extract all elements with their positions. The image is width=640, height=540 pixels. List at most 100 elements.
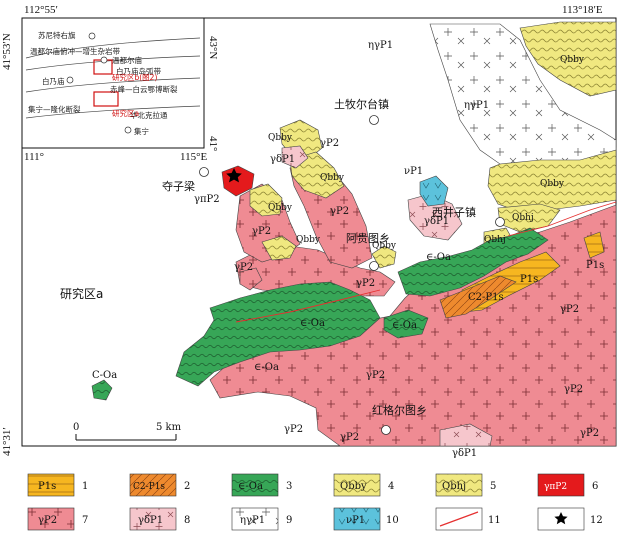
unit-label-gp2-1: γP2 bbox=[320, 138, 339, 149]
unit-c2p1s bbox=[439, 275, 517, 319]
label-aguitu: 阿贵图乡 bbox=[346, 232, 390, 245]
inset-label-north-china-craton: 华北克拉通 bbox=[130, 110, 168, 120]
legend-label-2: C2-P1s bbox=[133, 482, 165, 492]
inset-study-b-label: 研究区b(图2) bbox=[112, 72, 157, 82]
scale-five: 5 km bbox=[156, 422, 182, 433]
legend-label-3: ∈-Oa bbox=[238, 481, 263, 492]
inset-town-jining: 集宁 bbox=[134, 126, 149, 136]
unit-label-gp2-8: γP2 bbox=[340, 432, 359, 443]
geology-layer bbox=[91, 21, 617, 447]
inset-town-wenduermiao: 温都尔庙 bbox=[112, 55, 142, 65]
legend-labels: P1s 1 C2-P1s 2 ∈-Oa 3 Qbby 4 Qbhj 5 γπP2… bbox=[38, 481, 603, 526]
unit-ngp1-east bbox=[429, 23, 617, 165]
legend-num-2: 2 bbox=[184, 481, 190, 492]
legend-label-1: P1s bbox=[38, 481, 56, 492]
label-study-a: 研究区a bbox=[60, 286, 103, 301]
scale-labels: 0 5 km bbox=[73, 422, 182, 433]
place-labels: 土牧尔台镇 夺子梁 西井子镇 阿贵图乡 红格尔图乡 研究区a bbox=[60, 97, 476, 417]
unit-labels: Qbby Qbby Qbby Qbby Qbby Qbby Qbby Qbhj … bbox=[92, 40, 604, 459]
unit-label-c2p1s: C2-P1s bbox=[468, 292, 504, 303]
coord-top-right: 113°18′E bbox=[562, 4, 603, 16]
unit-label-co-1: ∈-Oa bbox=[300, 318, 325, 329]
unit-qbby-top bbox=[519, 21, 617, 97]
legend-label-6: γπP2 bbox=[544, 482, 567, 492]
unit-qbby-mid bbox=[261, 235, 297, 261]
coord-left-top: 41°53′N bbox=[1, 33, 13, 70]
legend-label-8: γδP1 bbox=[138, 515, 163, 526]
study-star bbox=[226, 168, 242, 183]
unit-label-qbby-7: Qbby bbox=[540, 179, 565, 189]
unit-label-gdp1-3: γδP1 bbox=[452, 448, 477, 459]
unit-label-qbby-2: Qbby bbox=[320, 173, 345, 183]
unit-label-gp2-7: γP2 bbox=[366, 370, 385, 381]
unit-vp1 bbox=[419, 175, 449, 207]
unit-label-qbby-6: Qbby bbox=[560, 55, 585, 65]
unit-label-p1s: P1s bbox=[520, 274, 538, 285]
coord-top-left: 112°55′ bbox=[24, 4, 58, 16]
unit-label-qbby-5: Qbby bbox=[372, 241, 397, 251]
unit-label-vp1: νP1 bbox=[404, 166, 423, 177]
unit-qbby-north2 bbox=[289, 151, 345, 199]
unit-label-gdp1-2: γδP1 bbox=[424, 216, 449, 227]
unit-gdp1-north bbox=[281, 145, 309, 169]
unit-label-gp2-9: γP2 bbox=[580, 428, 599, 439]
legend-label-5: Qbhj bbox=[442, 481, 466, 492]
legend-num-8: 8 bbox=[184, 515, 190, 526]
legend-label-4: Qbby bbox=[340, 481, 367, 492]
unit-label-gp2-4: γP2 bbox=[234, 262, 253, 273]
inset-label-wendu-belt: 温都尔庙俯冲—增生杂岩带 bbox=[30, 46, 120, 56]
unit-gdp1-south bbox=[439, 423, 493, 447]
unit-label-qbby-3: Qbby bbox=[268, 203, 293, 213]
inset-town-bainaimiao: 白乃庙 bbox=[42, 76, 65, 86]
inset-study-a-box bbox=[93, 91, 119, 107]
unit-label-p1s-ne: P1s bbox=[586, 260, 604, 271]
unit-gp2-west-small bbox=[239, 267, 263, 291]
legend-num-7: 7 bbox=[82, 515, 88, 526]
unit-co-west bbox=[91, 379, 113, 401]
unit-label-gp2-10: γP2 bbox=[284, 424, 303, 435]
label-tumuertai: 土牧尔台镇 bbox=[334, 97, 389, 111]
unit-label-gp2-5: γP2 bbox=[356, 278, 375, 289]
coord-left-bottom: 41°31′ bbox=[1, 427, 13, 456]
fault-line-1 bbox=[235, 289, 381, 323]
unit-label-co-2: ∈-Oa bbox=[254, 362, 279, 373]
inset-tick-right: 115°E bbox=[180, 151, 207, 163]
legend-num-11: 11 bbox=[488, 515, 501, 526]
unit-label-gp2-2: γP2 bbox=[330, 206, 349, 217]
unit-co-small bbox=[383, 309, 429, 339]
coord-right-top: 43°N bbox=[207, 36, 219, 59]
coordinate-labels: 112°55′ 113°18′E 41°53′N 41°31′ 43°N bbox=[1, 4, 603, 456]
legend-num-1: 1 bbox=[82, 481, 88, 492]
unit-p1s-ne bbox=[583, 231, 605, 259]
unit-label-gpp2: γπP2 bbox=[194, 194, 220, 205]
unit-label-qbhj-2: Qbhj bbox=[484, 235, 506, 245]
legend-label-9: ηγP1 bbox=[240, 515, 265, 526]
legend-num-12: 12 bbox=[590, 515, 603, 526]
unit-co-main bbox=[175, 281, 381, 387]
label-honggeertu: 红格尔图乡 bbox=[372, 403, 427, 417]
unit-co-east bbox=[397, 227, 549, 297]
legend-num-10: 10 bbox=[386, 515, 399, 526]
unit-label-gdp1-1: γδP1 bbox=[270, 154, 295, 165]
unit-label-ngp1-2: ηγP1 bbox=[464, 100, 489, 111]
legend-num-4: 4 bbox=[388, 481, 394, 492]
unit-label-co-4: ∈-Oa bbox=[426, 252, 451, 263]
inset-map bbox=[21, 17, 205, 149]
unit-label-ngp1-1: ηγP1 bbox=[368, 40, 393, 51]
legend-num-9: 9 bbox=[286, 515, 292, 526]
unit-qbby-nw bbox=[249, 183, 283, 217]
inset-label-bainaimiao-arc: 白乃庙岛弧带 bbox=[116, 66, 161, 76]
unit-label-co-3: ∈-Oa bbox=[392, 320, 417, 331]
label-duoziliang: 夺子梁 bbox=[162, 179, 195, 193]
inset-tick-left: 111° bbox=[24, 151, 44, 163]
inset-study-a-label: 研究区a bbox=[112, 108, 139, 118]
inset-label-jining-fault: 集宁—隆化断裂 bbox=[28, 104, 81, 114]
unit-label-gp2-3: γP2 bbox=[252, 226, 271, 237]
legend bbox=[27, 473, 585, 531]
unit-label-gp2-11: γP2 bbox=[564, 384, 583, 395]
inset-label-sunite: 苏尼特右旗 bbox=[38, 30, 76, 40]
fault-line-2 bbox=[507, 201, 617, 237]
legend-num-3: 3 bbox=[286, 481, 292, 492]
legend-label-10: νP1 bbox=[346, 515, 365, 526]
